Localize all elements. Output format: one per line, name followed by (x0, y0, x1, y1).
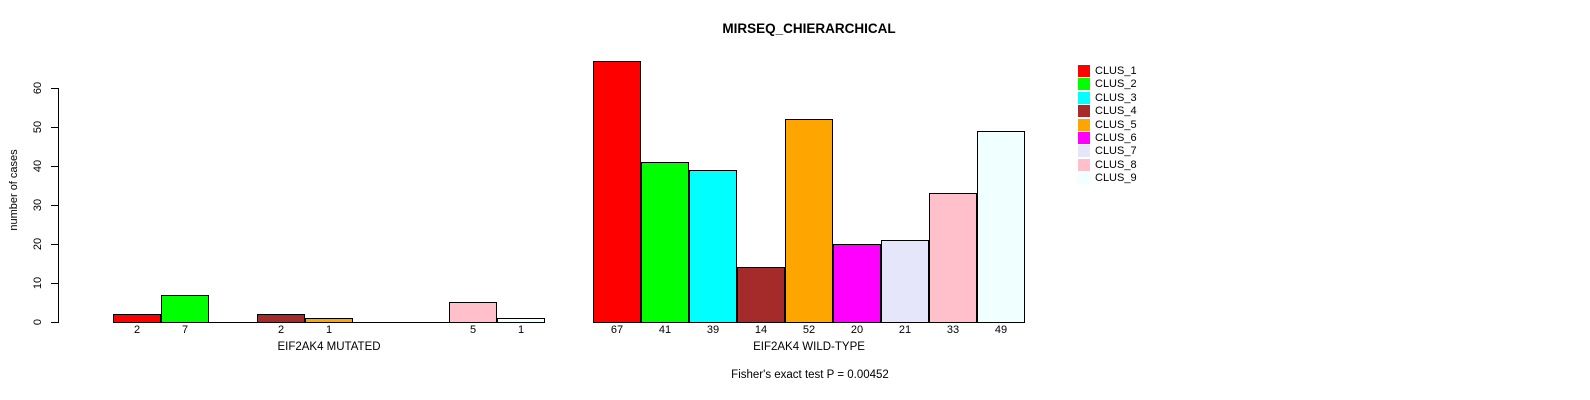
legend-item-clus-4: CLUS_4 (1078, 105, 1137, 118)
bar-value-label: 21 (898, 324, 912, 336)
bar-clus-6-wild-type (833, 244, 881, 323)
legend-swatch-clus-8 (1078, 158, 1090, 171)
bar-clus-9-wild-type (977, 131, 1025, 323)
bar-clus-2-wild-type (641, 162, 689, 323)
y-axis-tick-label: 50 (32, 120, 44, 134)
legend-item-clus-9: CLUS_9 (1078, 172, 1137, 185)
bar-clus-1-mutated (113, 314, 161, 323)
bar-value-label: 49 (994, 324, 1008, 336)
y-axis-tick (51, 243, 58, 245)
legend-item-clus-1: CLUS_1 (1078, 65, 1137, 77)
bar-clus-2-mutated (161, 295, 209, 323)
bar-value-label: 33 (946, 324, 960, 336)
x-axis-label-mutated: EIF2AK4 MUTATED (277, 341, 381, 353)
bar-value-label: 7 (181, 324, 189, 336)
bar-value-label: 1 (517, 324, 525, 336)
legend-item-clus-8: CLUS_8 (1078, 158, 1137, 171)
y-axis-tick-label: 10 (32, 276, 44, 290)
bar-clus-5-wild-type (785, 119, 833, 323)
legend-swatch-clus-1 (1078, 65, 1090, 77)
bar-clus-5-mutated (305, 318, 353, 323)
bar-value-label: 39 (706, 324, 720, 336)
legend-label: CLUS_8 (1095, 158, 1137, 171)
legend-item-clus-3: CLUS_3 (1078, 91, 1137, 104)
legend-item-clus-5: CLUS_5 (1078, 118, 1137, 131)
legend-swatch-clus-3 (1078, 91, 1090, 104)
bar-clus-8-mutated (449, 302, 497, 323)
legend-label: CLUS_1 (1095, 65, 1137, 77)
bar-value-label: 2 (277, 324, 285, 336)
y-axis-tick-label: 0 (32, 318, 44, 326)
legend-label: CLUS_3 (1095, 91, 1137, 104)
annotation-fisher-test: Fisher's exact test P = 0.00452 (731, 369, 889, 381)
y-axis-tick (51, 282, 58, 284)
bar-clus-4-wild-type (737, 267, 785, 323)
bar-clus-1-wild-type (593, 61, 641, 323)
y-axis-tick-label: 30 (32, 198, 44, 212)
bar-clus-8-wild-type (929, 193, 977, 323)
legend-label: CLUS_7 (1095, 145, 1137, 158)
legend-swatch-clus-9 (1078, 172, 1090, 185)
bar-clus-9-mutated (497, 318, 545, 323)
y-axis-tick (51, 321, 58, 323)
y-axis-tick-label: 20 (32, 237, 44, 251)
legend-swatch-clus-4 (1078, 105, 1090, 118)
legend-label: CLUS_5 (1095, 118, 1137, 131)
bar-value-label: 5 (469, 324, 477, 336)
legend-swatch-clus-2 (1078, 78, 1090, 91)
bar-value-label: 52 (802, 324, 816, 336)
bar-value-label: 1 (325, 324, 333, 336)
y-axis-tick (51, 204, 58, 206)
y-axis-label: number of cases (8, 149, 20, 231)
y-axis-tick (51, 165, 58, 167)
bar-value-label: 14 (754, 324, 768, 336)
y-axis-tick-label: 60 (32, 81, 44, 95)
legend-item-clus-6: CLUS_6 (1078, 132, 1137, 144)
legend-swatch-clus-5 (1078, 118, 1090, 131)
bar-clus-7-wild-type (881, 240, 929, 323)
y-axis-line (58, 88, 59, 323)
chart-title: MIRSEQ_CHIERARCHICAL (722, 21, 896, 36)
legend-swatch-clus-7 (1078, 145, 1090, 158)
y-axis-tick-label: 40 (32, 159, 44, 173)
legend-swatch-clus-6 (1078, 132, 1090, 144)
legend-label: CLUS_9 (1095, 172, 1137, 185)
legend-item-clus-7: CLUS_7 (1078, 145, 1137, 158)
y-axis-tick (51, 126, 58, 128)
bar-value-label: 67 (610, 324, 624, 336)
bar-clus-4-mutated (257, 314, 305, 323)
bar-value-label: 41 (658, 324, 672, 336)
bar-clus-3-wild-type (689, 170, 737, 323)
y-axis-tick (51, 87, 58, 89)
x-axis-label-wild-type: EIF2AK4 WILD-TYPE (753, 341, 865, 353)
legend-item-clus-2: CLUS_2 (1078, 78, 1137, 91)
legend-label: CLUS_2 (1095, 78, 1137, 91)
bar-value-label: 20 (850, 324, 864, 336)
legend-label: CLUS_6 (1095, 132, 1137, 144)
legend-label: CLUS_4 (1095, 105, 1137, 118)
bar-value-label: 2 (133, 324, 141, 336)
